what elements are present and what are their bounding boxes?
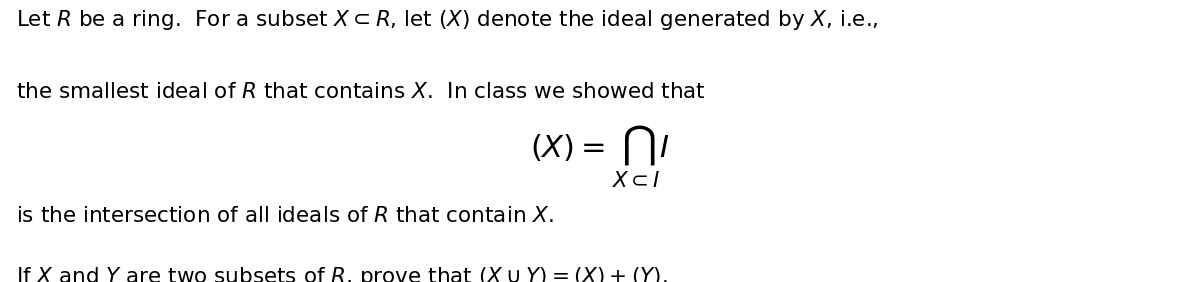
Text: If $X$ and $Y$ are two subsets of $R$, prove that $(X \cup Y) = (X) + (Y)$.: If $X$ and $Y$ are two subsets of $R$, p… bbox=[16, 265, 667, 282]
Text: is the intersection of all ideals of $R$ that contain $X$.: is the intersection of all ideals of $R$… bbox=[16, 206, 553, 226]
Text: Let $R$ be a ring.  For a subset $X \subset R$, let $(X)$ denote the ideal gener: Let $R$ be a ring. For a subset $X \subs… bbox=[16, 8, 878, 32]
Text: $(X) = \bigcap_{X\subset I} I$: $(X) = \bigcap_{X\subset I} I$ bbox=[530, 124, 670, 190]
Text: the smallest ideal of $R$ that contains $X$.  In class we showed that: the smallest ideal of $R$ that contains … bbox=[16, 82, 706, 102]
